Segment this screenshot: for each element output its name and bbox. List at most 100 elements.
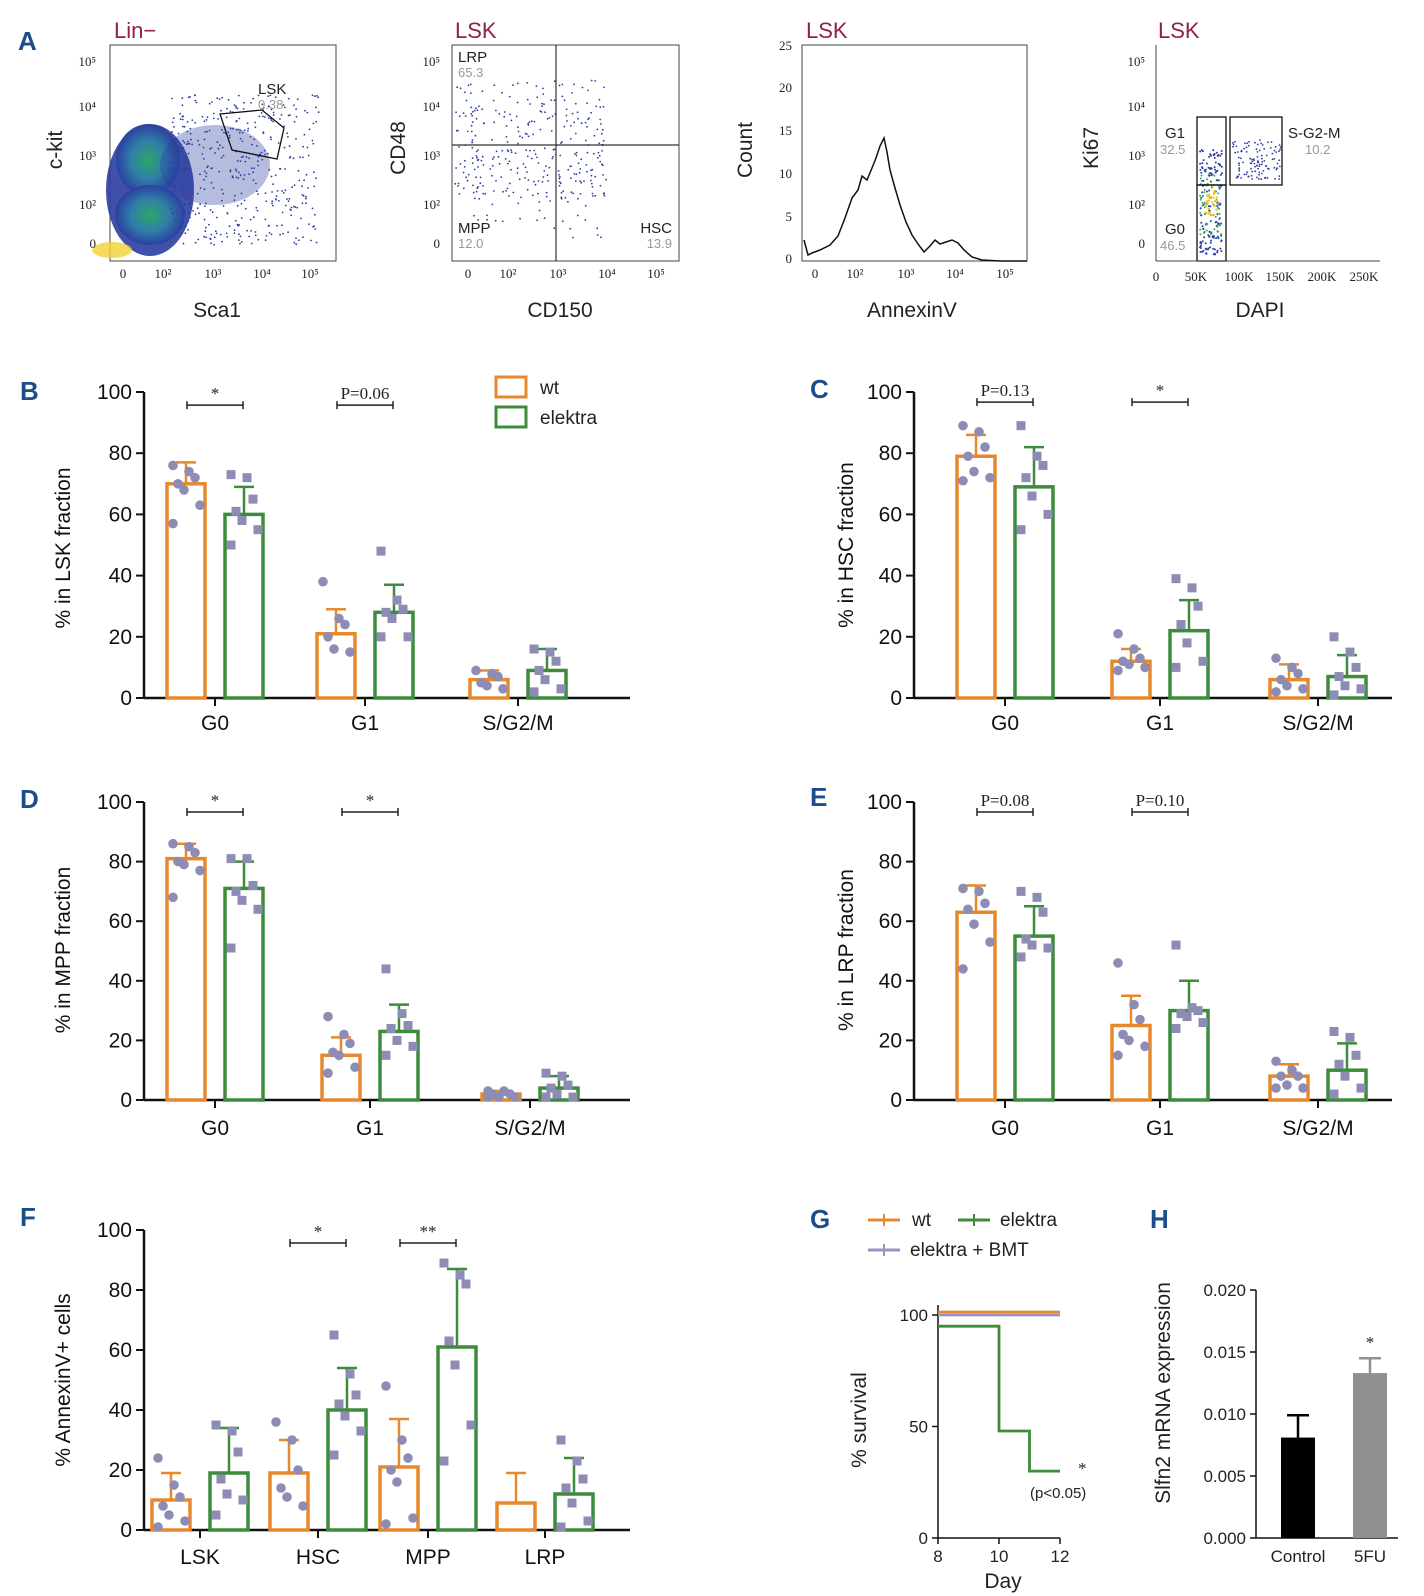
gate-sg2m-value: 10.2 <box>1305 142 1330 157</box>
data-point <box>381 964 391 974</box>
event-dot <box>204 226 207 229</box>
data-point <box>226 943 236 953</box>
event-dot <box>183 125 186 128</box>
event-dot <box>455 167 457 169</box>
event-dot <box>603 86 605 89</box>
event-dot <box>492 99 495 102</box>
event-dot <box>283 146 286 149</box>
event-dot <box>1269 147 1272 149</box>
event-dot <box>550 130 553 132</box>
significance-label: * <box>1366 1333 1375 1352</box>
event-dot <box>239 137 242 140</box>
event-dot <box>233 229 236 232</box>
event-dot <box>1208 235 1211 238</box>
event-dot <box>1243 173 1246 176</box>
y-tick-label: 60 <box>879 910 902 933</box>
data-point <box>1276 674 1286 685</box>
event-dot <box>1278 150 1280 153</box>
event-dot <box>265 200 268 203</box>
event-dot <box>1199 250 1202 253</box>
event-dot <box>181 115 184 118</box>
data-point <box>1016 421 1026 431</box>
data-point <box>958 420 968 431</box>
data-point <box>398 604 408 614</box>
event-dot <box>1271 152 1274 155</box>
data-point <box>381 607 391 617</box>
event-dot <box>213 112 215 115</box>
y-tick-label: 40 <box>109 1399 132 1422</box>
data-point <box>168 518 178 529</box>
event-dot <box>281 224 283 227</box>
event-dot <box>1215 179 1218 182</box>
quadrant-hsc-label: HSC <box>640 220 672 237</box>
event-dot <box>1220 233 1223 236</box>
event-dot <box>1216 230 1219 233</box>
data-point <box>541 1068 551 1078</box>
event-dot <box>1209 180 1212 183</box>
data-point <box>339 1029 349 1040</box>
event-dot <box>459 87 462 90</box>
event-dot <box>1232 143 1235 146</box>
event-dot <box>302 145 305 148</box>
gate-value: 0.38 <box>258 97 283 112</box>
event-dot <box>210 181 213 184</box>
event-dot <box>580 158 583 161</box>
event-dot <box>521 136 524 139</box>
event-dot <box>308 223 310 226</box>
event-dot <box>257 155 260 158</box>
data-point <box>1351 662 1361 672</box>
data-point <box>253 904 263 914</box>
panel-letter-e: E <box>810 782 827 812</box>
event-dot <box>199 173 201 176</box>
event-dot <box>600 236 602 239</box>
data-point <box>282 1492 292 1502</box>
event-dot <box>180 184 183 187</box>
data-point <box>1135 653 1145 664</box>
y-tick-label: 60 <box>879 503 902 526</box>
event-dot <box>204 205 206 207</box>
data-point <box>1129 999 1139 1010</box>
event-dot <box>536 156 538 159</box>
chart-slfn2-expression: Slfn2 mRNA expression 0.0000.0050.0100.0… <box>1152 1281 1398 1566</box>
event-dot <box>596 156 599 159</box>
event-dot <box>262 115 264 118</box>
event-dot <box>1210 167 1213 170</box>
event-dot <box>1210 196 1213 200</box>
event-dot <box>290 214 293 217</box>
event-dot <box>1213 204 1216 207</box>
event-dot <box>183 189 186 192</box>
category-label: G0 <box>201 712 229 735</box>
data-point <box>238 1495 248 1505</box>
data-point <box>545 647 555 657</box>
event-dot <box>1209 220 1212 222</box>
event-dot <box>221 146 224 149</box>
event-dot <box>256 145 258 147</box>
data-point <box>231 506 241 516</box>
event-dot <box>210 242 212 245</box>
data-point <box>242 854 252 864</box>
event-dot <box>250 102 253 104</box>
event-dot <box>187 228 189 231</box>
y-tick-label: 100 <box>867 381 902 404</box>
significance-label: P=0.08 <box>981 791 1030 810</box>
significance-label: * <box>366 791 375 810</box>
event-dot <box>246 229 248 232</box>
event-dot <box>297 239 300 242</box>
event-dot <box>197 139 199 142</box>
data-point <box>231 886 241 896</box>
event-dot <box>311 207 314 210</box>
event-dot <box>281 190 283 192</box>
event-dot <box>507 162 509 165</box>
y-tick-label: 100 <box>900 1306 928 1325</box>
event-dot <box>236 204 239 207</box>
event-dot <box>295 108 297 110</box>
event-dot <box>242 178 245 181</box>
event-dot <box>268 232 271 234</box>
event-dot <box>1205 229 1208 232</box>
event-dot <box>264 192 267 195</box>
event-dot <box>210 147 213 149</box>
x-ticks: 0 50K 100K 150K 200K 250K <box>1153 269 1379 284</box>
event-dot <box>590 179 592 182</box>
event-dot <box>475 150 478 153</box>
event-dot <box>173 168 176 171</box>
